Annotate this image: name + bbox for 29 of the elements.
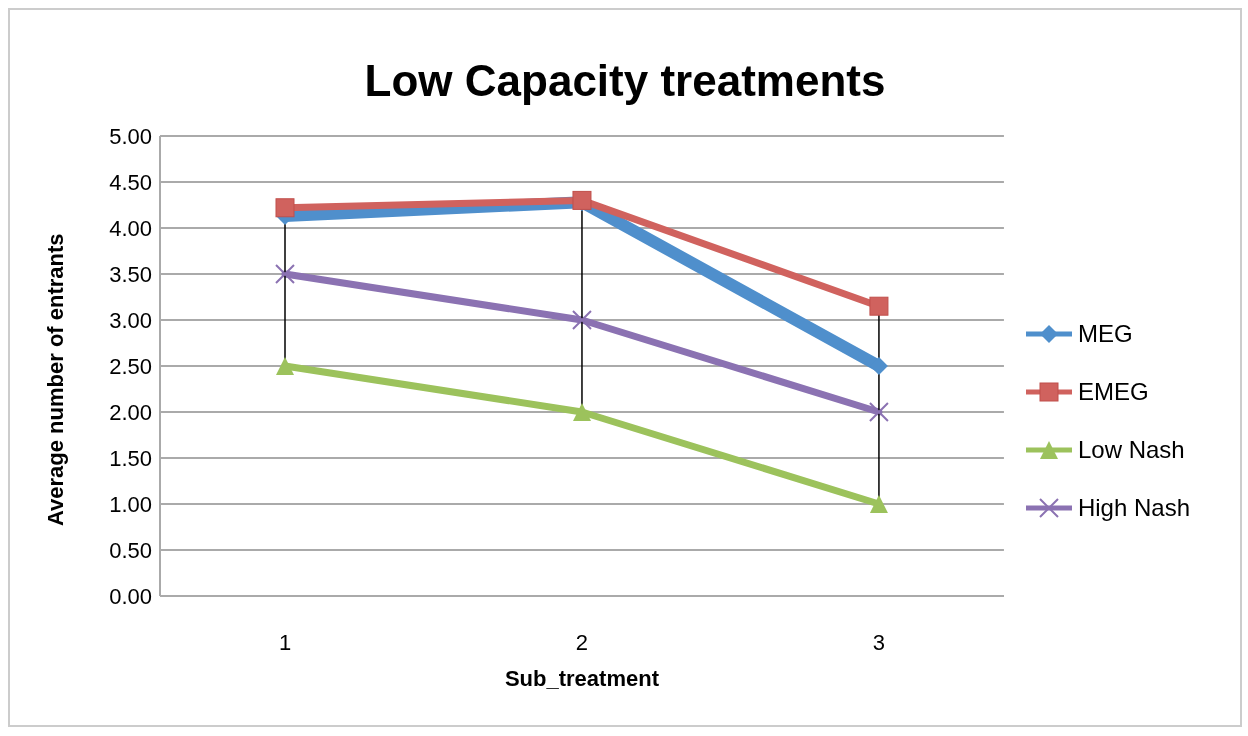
y-tick-label: 1.50	[109, 445, 152, 471]
legend-label: High Nash	[1077, 494, 1190, 522]
x-tick-label: 1	[278, 629, 292, 655]
y-tick-label: 3.00	[109, 307, 152, 333]
legend-label: EMEG	[1077, 378, 1149, 406]
y-tick-label: 4.00	[109, 215, 152, 241]
y-tick-label: 0.50	[109, 537, 152, 563]
x-tick-label: 3	[872, 629, 886, 655]
y-tick-label: 3.50	[109, 261, 152, 287]
chart-title: Low Capacity treatments	[364, 56, 886, 105]
point	[275, 198, 295, 218]
y-tick-label: 5.00	[109, 123, 152, 149]
point	[869, 296, 889, 316]
point	[276, 357, 294, 375]
point	[572, 403, 591, 421]
point	[275, 264, 295, 284]
point	[571, 310, 592, 330]
x-axis-title: Sub_treatment	[504, 666, 660, 691]
x-tick-label: 2	[575, 629, 589, 655]
legend-label: Low Nash	[1077, 436, 1185, 464]
y-tick-label: 0.00	[109, 583, 152, 609]
y-tick-label: 4.50	[109, 169, 152, 195]
y-tick-label: 2.50	[109, 353, 152, 379]
y-tick-label: 2.00	[109, 399, 152, 425]
point	[868, 402, 889, 422]
legend-label: MEG	[1077, 320, 1133, 348]
y-tick-label: 1.00	[109, 491, 152, 517]
y-axis-title: Average number of entrants	[42, 233, 68, 526]
point	[869, 495, 888, 513]
